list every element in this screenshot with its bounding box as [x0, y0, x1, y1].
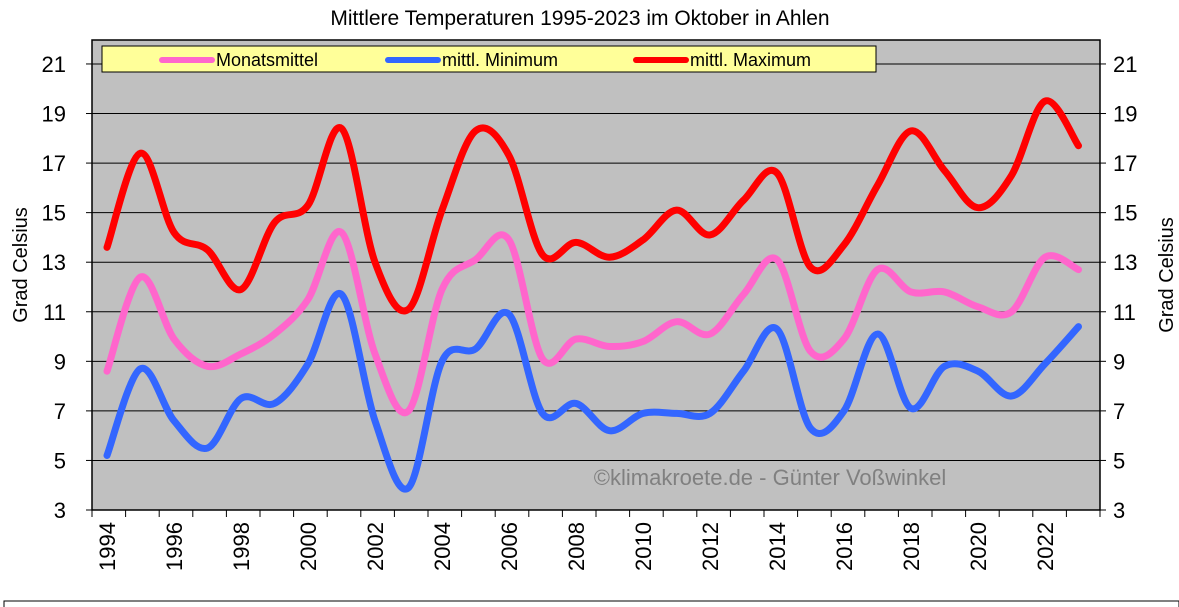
- series-line-0: [103, 228, 1082, 417]
- legend-label: mittl. Minimum: [442, 50, 558, 70]
- x-tick-label: 2008: [564, 522, 589, 571]
- x-tick-label: 1996: [162, 522, 187, 571]
- y-axis-label-right: Grad Celsius: [1156, 217, 1178, 333]
- watermark: ©klimakroete.de - Günter Voßwinkel: [594, 465, 946, 490]
- y-tick-label: 13: [42, 250, 66, 275]
- y-tick-label-right: 9: [1113, 349, 1125, 374]
- x-tick-label: 2004: [430, 522, 455, 571]
- x-tick-label: 2016: [832, 522, 857, 571]
- y-tick-label-right: 11: [1113, 300, 1136, 325]
- x-tick-label: 2006: [497, 522, 522, 571]
- legend: [101, 45, 877, 73]
- y-tick-label-right: 7: [1113, 399, 1125, 424]
- y-tick-label-right: 17: [1113, 151, 1137, 176]
- y-tick-label: 17: [42, 151, 66, 176]
- y-tick-label: 21: [42, 52, 66, 77]
- y-tick-label: 15: [42, 201, 66, 226]
- x-tick-label: 2002: [363, 522, 388, 571]
- x-tick-label: 2012: [698, 522, 723, 571]
- y-tick-label-right: 19: [1113, 102, 1137, 127]
- y-tick-label-right: 15: [1113, 201, 1137, 226]
- x-tick-label: 2020: [966, 522, 991, 571]
- y-tick-label-right: 21: [1113, 52, 1137, 77]
- y-tick-label: 11: [43, 300, 66, 325]
- y-tick-label: 5: [54, 448, 66, 473]
- y-tick-label: 3: [54, 498, 66, 523]
- y-tick-label-right: 13: [1113, 250, 1137, 275]
- x-tick-label: 2000: [296, 522, 321, 571]
- x-tick-label: 2022: [1033, 522, 1058, 571]
- legend-label: mittl. Maximum: [690, 50, 811, 70]
- plot-area: [91, 39, 1101, 511]
- x-tick-label: 2018: [899, 522, 924, 571]
- y-tick-label-right: 3: [1113, 498, 1125, 523]
- y-tick-label-right: 5: [1113, 448, 1125, 473]
- y-tick-label: 19: [42, 102, 66, 127]
- x-tick-label: 2014: [765, 522, 790, 571]
- x-tick-label: 1998: [229, 522, 254, 571]
- y-tick-label: 9: [54, 349, 66, 374]
- chart-title: Mittlere Temperaturen 1995-2023 im Oktob…: [330, 7, 829, 30]
- y-axis-label-left: Grad Celsius: [10, 207, 32, 323]
- y-tick-label: 7: [54, 399, 66, 424]
- bottom-frame: [3, 600, 1179, 607]
- x-tick-label: 1994: [95, 522, 120, 571]
- x-tick-label: 2010: [631, 522, 656, 571]
- legend-label: Monatsmittel: [216, 50, 318, 70]
